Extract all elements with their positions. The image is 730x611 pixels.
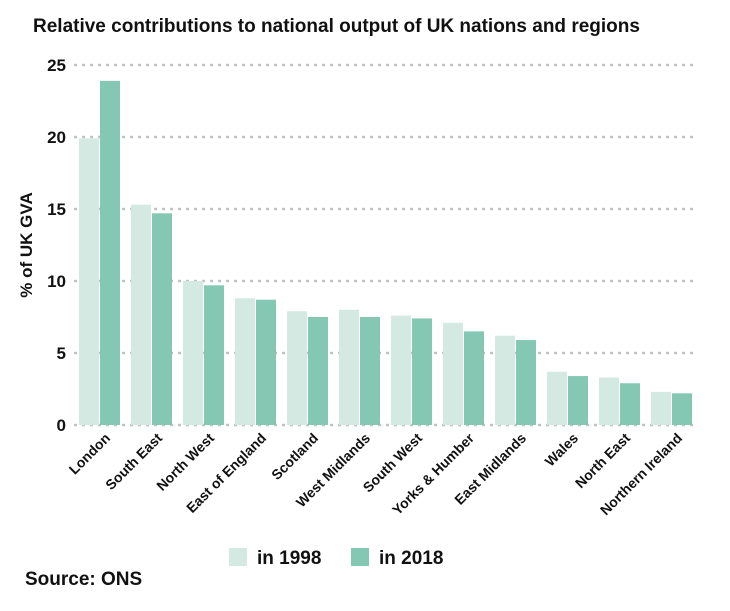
bar-in-2018-north-west xyxy=(204,285,224,425)
bar-in-1998-south-west xyxy=(391,315,411,425)
bar-in-2018-north-east xyxy=(620,383,640,425)
y-axis-ticks: 0 5 10 15 20 25 xyxy=(47,56,66,435)
bar-in-1998-west-midlands xyxy=(339,309,359,425)
bar-in-1998-north-west xyxy=(183,281,203,425)
legend-swatch-2018 xyxy=(351,548,369,566)
bar-in-2018-scotland xyxy=(308,317,328,425)
bar-in-1998-wales xyxy=(547,371,567,425)
bar-in-2018-northern-ireland xyxy=(672,393,692,425)
bar-in-2018-south-east xyxy=(152,213,172,425)
bar-in-1998-london xyxy=(79,138,99,425)
bar-in-1998-north-east xyxy=(599,377,619,425)
bar-in-2018-yorks-humber xyxy=(464,331,484,425)
source-note: Source: ONS xyxy=(25,569,142,590)
y-tick-label: 25 xyxy=(47,56,66,75)
bar-in-2018-west-midlands xyxy=(360,317,380,425)
bar-in-1998-northern-ireland xyxy=(651,391,671,425)
bar-in-1998-south-east xyxy=(131,204,151,425)
bar-in-1998-scotland xyxy=(287,311,307,425)
x-tick-label: London xyxy=(66,430,114,478)
legend-label-2018: in 2018 xyxy=(379,548,443,569)
bar-in-1998-east-midlands xyxy=(495,335,515,425)
x-tick-label: Wales xyxy=(542,430,582,470)
bar-in-1998-yorks-humber xyxy=(443,322,463,425)
bar-in-2018-east-of-england xyxy=(256,299,276,425)
legend: in 1998 in 2018 xyxy=(229,548,443,569)
bar-in-2018-london xyxy=(100,80,120,425)
bar-in-1998-east-of-england xyxy=(235,298,255,425)
bar-in-2018-east-midlands xyxy=(516,340,536,425)
y-tick-label: 20 xyxy=(47,128,66,147)
y-tick-label: 15 xyxy=(47,200,66,219)
chart-title: Relative contributions to national outpu… xyxy=(33,16,640,37)
bar-in-2018-south-west xyxy=(412,318,432,425)
y-tick-label: 0 xyxy=(57,416,66,435)
y-tick-label: 10 xyxy=(47,272,66,291)
gridlines xyxy=(74,63,698,427)
legend-swatch-1998 xyxy=(229,548,247,566)
y-tick-label: 5 xyxy=(57,344,66,363)
x-tick-label: Scotland xyxy=(268,430,321,483)
bars xyxy=(79,80,692,425)
bar-in-2018-wales xyxy=(568,376,588,425)
y-axis-label: % of UK GVA xyxy=(17,192,36,297)
legend-label-1998: in 1998 xyxy=(257,548,321,569)
